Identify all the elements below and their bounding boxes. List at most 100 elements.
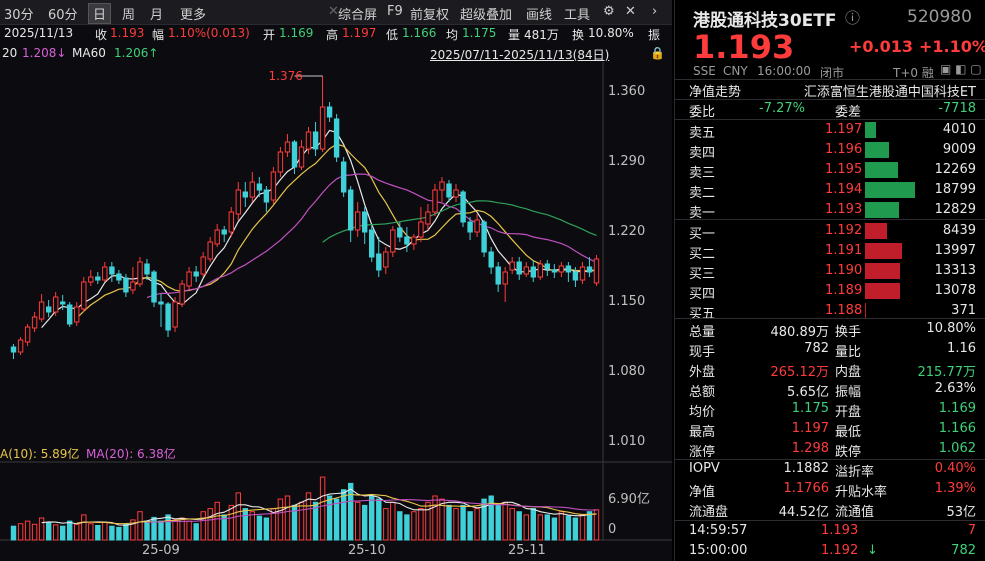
stats-row: 外盘 265.12万 内盘 215.77万: [675, 359, 985, 380]
volume-bar: [284, 495, 291, 541]
volume-bar: [291, 504, 298, 541]
candle-body: [397, 227, 403, 238]
change-label: 幅: [152, 28, 165, 42]
stat-label: 振幅: [835, 385, 862, 400]
level-label: 买二: [689, 247, 716, 262]
volume-bar: [362, 504, 368, 541]
stat-label: 涨停: [689, 445, 716, 460]
turnover-label: 换: [572, 28, 585, 42]
btn-overview[interactable]: 综合屏: [338, 8, 378, 23]
volume-bar: [17, 523, 24, 541]
candle-body: [95, 276, 101, 281]
candle-body: [67, 304, 73, 325]
price-change: +0.013: [849, 37, 914, 56]
stat-label: 溢折率: [835, 465, 875, 480]
level-label: 卖三: [689, 166, 716, 181]
volume-bar: [390, 501, 396, 541]
date-range[interactable]: 2025/07/11-2025/11/13(84日): [430, 48, 610, 62]
btn-overlay[interactable]: 超级叠加: [460, 8, 513, 23]
volume-bar: [214, 501, 220, 541]
volume-bar: [144, 520, 150, 541]
exchange: SSE: [693, 64, 716, 78]
security-title: 港股通科技30ETF: [693, 11, 837, 31]
btn-f9[interactable]: F9: [387, 4, 403, 19]
chevron-right-icon[interactable]: ›: [652, 4, 658, 19]
lock-icon[interactable]: 🔒: [650, 46, 665, 60]
level-label: 买四: [689, 287, 716, 302]
candle-body: [60, 301, 66, 305]
vol-axis-max-label: 6.90亿: [608, 492, 650, 507]
candlestick-chart[interactable]: 1.376: [0, 0, 672, 561]
info-icon[interactable]: ⓘ: [845, 9, 861, 27]
tab-60min[interactable]: 60分: [48, 8, 78, 23]
vol-label: 量: [508, 28, 521, 42]
stat-value: 10.80%: [926, 321, 976, 336]
settings-icon[interactable]: ⚙: [603, 4, 615, 19]
candle-body: [474, 219, 480, 233]
vol-ma5-line: [41, 488, 597, 526]
candle-body: [376, 253, 382, 271]
level-price: 1.189: [825, 283, 863, 298]
stat-value: 1.197: [791, 421, 829, 436]
open-label: 开: [263, 28, 276, 42]
volume-bar: [383, 508, 389, 541]
volume-bar: [551, 517, 558, 541]
tab-30min[interactable]: 30分: [4, 8, 34, 23]
candle-body: [179, 283, 185, 305]
level-volume-bar: [865, 142, 889, 158]
tab-day[interactable]: 日: [88, 3, 112, 24]
level-label: 买一: [689, 227, 716, 242]
ma10-line: [76, 143, 597, 319]
volume-bar: [369, 495, 375, 541]
volume-bar: [586, 511, 593, 541]
btn-draw[interactable]: 画线: [526, 8, 553, 23]
tick-row: 15:00:00 1.192 ↓ 782: [675, 541, 985, 561]
volume-bar: [200, 511, 206, 541]
volume-bar: [207, 508, 213, 541]
ask-level: 卖五 1.197 4010: [675, 120, 985, 141]
ratio-label: 委比: [689, 105, 716, 120]
stat-value: 1.16: [947, 341, 976, 356]
volume-bar: [572, 517, 579, 541]
volume-bar: [319, 476, 326, 541]
nav-row[interactable]: 净值走势 汇添富恒生港股通中国科技ET: [675, 79, 985, 100]
stat-value: 53亿: [946, 505, 976, 520]
tab-month[interactable]: 月: [150, 8, 164, 23]
btn-forward-adjust[interactable]: 前复权: [410, 8, 450, 23]
candle-body: [502, 271, 508, 285]
candle-body: [481, 221, 487, 253]
volume-bar: [193, 523, 199, 541]
y-axis-tick-label: 1.010: [608, 434, 646, 449]
nav-trend-link[interactable]: 净值走势: [689, 85, 742, 100]
volume-bar: [88, 523, 94, 541]
close-panel-icon[interactable]: ✕: [625, 4, 636, 19]
candle-body: [362, 211, 368, 233]
stat-label: 外盘: [689, 365, 716, 380]
toolbar-icons[interactable]: ▣ ◧ ▢: [940, 62, 982, 76]
candle-body: [439, 181, 445, 191]
stat-value: 265.12万: [770, 365, 830, 380]
level-label: 卖一: [689, 206, 716, 221]
kline-chart-panel[interactable]: 30分 60分 日 周 月 更多 ✕ 综合屏 F9 前复权 超级叠加 画线 工具…: [0, 0, 672, 561]
amplitude-label: 振: [648, 28, 661, 42]
tab-more[interactable]: 更多: [180, 8, 207, 23]
stat-label: 总量: [689, 325, 716, 340]
tab-week[interactable]: 周: [122, 8, 136, 23]
candle-body: [263, 189, 270, 203]
level-volume: 4010: [942, 122, 976, 137]
candle-body: [38, 301, 45, 320]
volume-bar: [516, 511, 522, 541]
btn-tools[interactable]: 工具: [564, 8, 591, 23]
candle-body: [221, 229, 227, 235]
volume-bar: [123, 523, 129, 541]
candle-body: [411, 236, 417, 245]
close-icon[interactable]: ✕: [328, 4, 339, 19]
candle-body: [46, 306, 52, 313]
ma20-line: [146, 173, 597, 299]
stat-label: 流通值: [835, 505, 875, 520]
ma60-label: MA60: [72, 46, 106, 60]
stats-row: 总量 480.89万 换手 10.80%: [675, 319, 985, 340]
ma-legend-bar: 20 1.208↓ MA60 1.206↑ 2025/07/11-2025/11…: [0, 44, 672, 62]
info-date: 2025/11/13: [4, 26, 74, 40]
level-price: 1.193: [825, 202, 863, 217]
